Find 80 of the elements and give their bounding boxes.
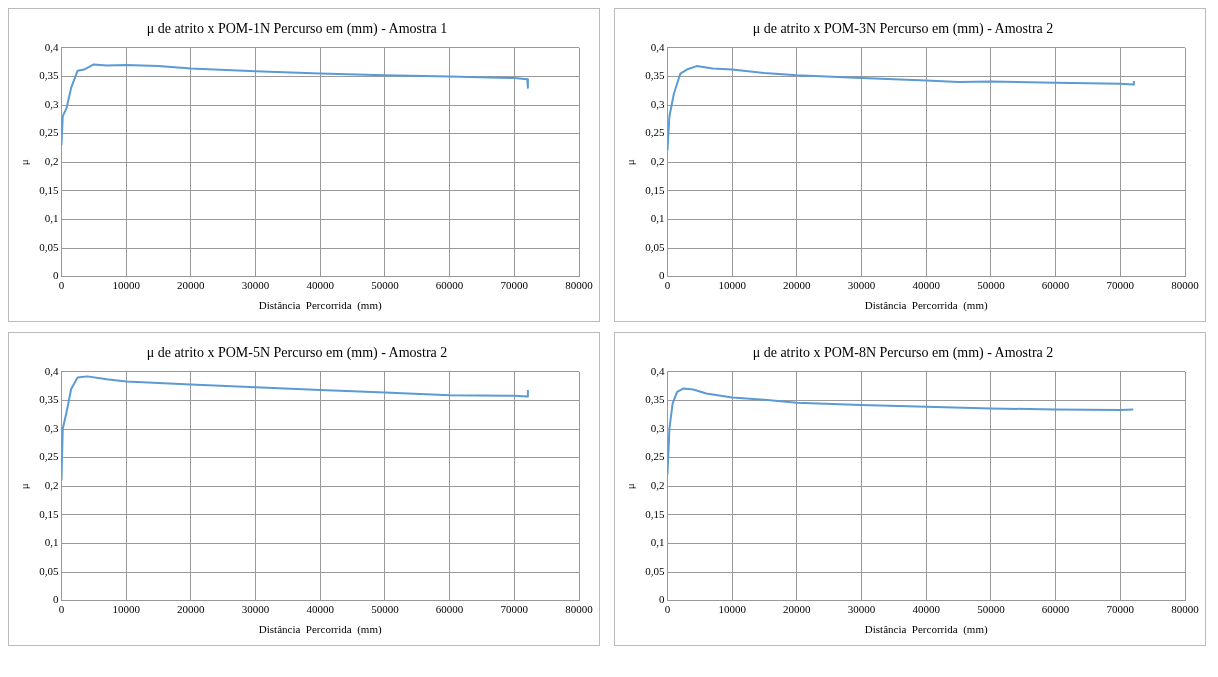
x-tick-label: 30000 bbox=[241, 279, 270, 292]
x-tick-label: 80000 bbox=[565, 279, 594, 292]
y-tick-label: 0,1 bbox=[44, 212, 59, 225]
chart-title: μ de atrito x POM-8N Percurso em (mm) - Amostra 2 bbox=[752, 345, 1054, 362]
y-axis-title: μ bbox=[624, 159, 637, 166]
x-axis-title: Distância Percorrida (mm) bbox=[258, 623, 382, 637]
y-tick-label: 0,4 bbox=[650, 40, 665, 53]
y-tick-label: 0,3 bbox=[650, 97, 665, 110]
x-tick-label: 30000 bbox=[847, 279, 876, 292]
x-tick-label: 40000 bbox=[306, 279, 335, 292]
x-tick-label: 30000 bbox=[847, 603, 876, 616]
chart-title: μ de atrito x POM-3N Percurso em (mm) - Amostra 2 bbox=[752, 21, 1054, 38]
x-tick-label: 20000 bbox=[177, 603, 206, 616]
y-tick-label: 0,05 bbox=[39, 240, 59, 253]
x-axis-title: Distância Percorrida (mm) bbox=[864, 623, 988, 637]
y-tick-label: 0,35 bbox=[645, 69, 665, 82]
x-tick-label: 80000 bbox=[1171, 279, 1200, 292]
y-tick-label: 0,2 bbox=[650, 155, 665, 168]
y-tick-label: 0,4 bbox=[650, 364, 665, 377]
x-tick-label: 80000 bbox=[1171, 603, 1200, 616]
x-tick-label: 70000 bbox=[1106, 603, 1135, 616]
y-tick-label: 0 bbox=[658, 269, 665, 282]
x-tick-label: 20000 bbox=[783, 279, 812, 292]
x-tick-label: 60000 bbox=[435, 279, 464, 292]
x-tick-label: 10000 bbox=[112, 603, 141, 616]
y-tick-label: 0,1 bbox=[650, 212, 665, 225]
y-tick-label: 0,15 bbox=[39, 183, 59, 196]
y-tick-label: 0,3 bbox=[44, 421, 59, 434]
x-tick-label: 70000 bbox=[500, 603, 529, 616]
x-tick-label: 50000 bbox=[977, 279, 1006, 292]
y-tick-label: 0,15 bbox=[39, 507, 59, 520]
x-axis-title: Distância Percorrida (mm) bbox=[258, 299, 382, 313]
x-axis-title: Distância Percorrida (mm) bbox=[864, 299, 988, 313]
y-tick-label: 0,35 bbox=[645, 393, 665, 406]
y-tick-label: 0,25 bbox=[645, 126, 665, 139]
y-tick-label: 0,25 bbox=[645, 450, 665, 463]
y-tick-label: 0,3 bbox=[650, 421, 665, 434]
y-axis-title: μ bbox=[18, 483, 31, 490]
y-tick-label: 0,25 bbox=[39, 126, 59, 139]
x-tick-label: 50000 bbox=[371, 603, 400, 616]
y-tick-label: 0,05 bbox=[645, 240, 665, 253]
y-tick-label: 0,15 bbox=[645, 183, 665, 196]
x-tick-label: 20000 bbox=[177, 279, 206, 292]
y-tick-label: 0,1 bbox=[650, 536, 665, 549]
x-tick-label: 30000 bbox=[241, 603, 270, 616]
y-tick-label: 0,05 bbox=[645, 564, 665, 577]
x-tick-label: 80000 bbox=[565, 603, 594, 616]
x-tick-label: 70000 bbox=[1106, 279, 1135, 292]
y-tick-label: 0,2 bbox=[44, 155, 59, 168]
y-axis-title: μ bbox=[18, 159, 31, 166]
x-tick-label: 60000 bbox=[1041, 279, 1070, 292]
y-tick-label: 0,15 bbox=[645, 507, 665, 520]
y-tick-label: 0,05 bbox=[39, 564, 59, 577]
x-tick-label: 60000 bbox=[1041, 603, 1070, 616]
x-tick-label: 40000 bbox=[912, 279, 941, 292]
chart-title: μ de atrito x POM-1N Percurso em (mm) - Amostra 1 bbox=[146, 21, 448, 38]
x-tick-label: 10000 bbox=[718, 603, 747, 616]
y-tick-label: 0 bbox=[52, 593, 59, 606]
x-tick-label: 70000 bbox=[500, 279, 529, 292]
x-tick-label: 40000 bbox=[306, 603, 335, 616]
chart-title: μ de atrito x POM-5N Percurso em (mm) - Amostra 2 bbox=[146, 345, 448, 362]
x-tick-label: 10000 bbox=[718, 279, 747, 292]
y-tick-label: 0,1 bbox=[44, 536, 59, 549]
x-tick-label: 20000 bbox=[783, 603, 812, 616]
y-tick-label: 0,2 bbox=[44, 479, 59, 492]
y-tick-label: 0,4 bbox=[44, 364, 59, 377]
x-tick-label: 40000 bbox=[912, 603, 941, 616]
y-tick-label: 0,4 bbox=[44, 40, 59, 53]
x-tick-label: 10000 bbox=[112, 279, 141, 292]
y-axis-title: μ bbox=[624, 483, 637, 490]
y-tick-label: 0 bbox=[658, 593, 665, 606]
y-tick-label: 0,35 bbox=[39, 69, 59, 82]
y-tick-label: 0 bbox=[52, 269, 59, 282]
x-tick-label: 60000 bbox=[435, 603, 464, 616]
y-tick-label: 0,25 bbox=[39, 450, 59, 463]
y-tick-label: 0,3 bbox=[44, 97, 59, 110]
x-tick-label: 50000 bbox=[977, 603, 1006, 616]
x-tick-label: 50000 bbox=[371, 279, 400, 292]
y-tick-label: 0,35 bbox=[39, 393, 59, 406]
y-tick-label: 0,2 bbox=[650, 479, 665, 492]
